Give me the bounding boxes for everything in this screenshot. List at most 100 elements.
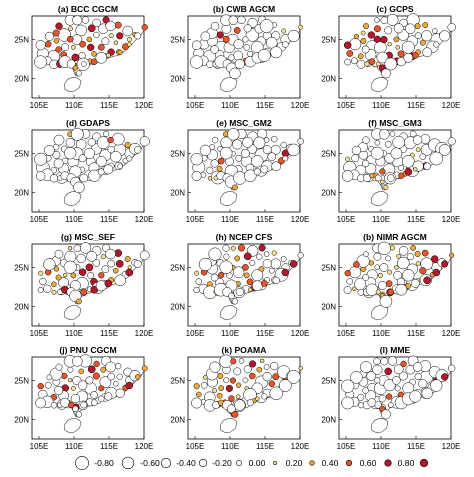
station-marker xyxy=(243,252,252,261)
panel-title: (h) NCEP CFS xyxy=(216,232,273,242)
station-marker xyxy=(231,410,239,418)
station-marker xyxy=(80,288,88,296)
station-marker xyxy=(242,136,254,148)
station-marker xyxy=(95,155,107,167)
x-tick-label: 110E xyxy=(372,101,390,110)
station-marker xyxy=(115,388,125,398)
station-marker xyxy=(448,364,456,372)
station-marker xyxy=(193,383,200,390)
station-marker xyxy=(360,37,367,44)
station-marker xyxy=(272,276,280,284)
station-marker xyxy=(233,39,244,50)
map-panel: (h) NCEP CFS 105E 110E 115E 120E 25N 20N xyxy=(170,232,309,338)
station-marker xyxy=(70,127,84,141)
station-marker xyxy=(60,397,70,408)
station-marker xyxy=(389,131,396,137)
station-marker xyxy=(206,166,214,174)
station-marker xyxy=(73,244,82,253)
y-tick-label: 25N xyxy=(14,376,29,385)
y-tick-label: 25N xyxy=(14,35,29,44)
station-marker xyxy=(115,259,124,268)
station-marker xyxy=(374,17,380,23)
station-marker xyxy=(195,278,203,285)
station-marker xyxy=(410,245,416,251)
station-marker xyxy=(248,287,253,292)
station-marker xyxy=(51,289,57,295)
station-marker xyxy=(98,395,105,402)
station-marker xyxy=(67,245,73,251)
station-marker xyxy=(86,250,98,262)
x-tick-label: 105E xyxy=(30,215,49,224)
station-marker xyxy=(66,35,74,43)
station-marker xyxy=(398,246,409,256)
station-marker xyxy=(53,158,64,169)
y-tick-label: 20N xyxy=(321,302,336,311)
station-marker xyxy=(267,152,277,161)
station-marker xyxy=(71,386,76,391)
hainan-island xyxy=(370,191,389,207)
station-marker xyxy=(217,157,225,165)
station-marker xyxy=(387,42,392,47)
x-tick-label: 115E xyxy=(100,329,118,338)
station-marker xyxy=(414,373,422,381)
station-marker xyxy=(104,279,113,288)
station-marker xyxy=(433,41,440,48)
station-marker xyxy=(361,159,370,168)
station-marker xyxy=(282,41,289,48)
station-marker xyxy=(91,51,97,57)
station-marker xyxy=(116,373,123,380)
station-marker xyxy=(341,396,354,410)
station-marker xyxy=(396,253,402,259)
station-marker xyxy=(241,149,250,158)
station-marker xyxy=(349,266,362,279)
y-tick-label: 20N xyxy=(14,415,29,424)
station-marker xyxy=(55,363,63,371)
station-marker xyxy=(345,156,351,162)
station-marker xyxy=(108,33,114,39)
y-tick-label: 25N xyxy=(170,35,185,44)
station-marker xyxy=(37,383,44,390)
x-tick-label: 115E xyxy=(100,101,118,110)
station-marker xyxy=(249,260,256,266)
x-tick-label: 105E xyxy=(186,215,205,224)
station-marker xyxy=(98,272,105,279)
station-marker xyxy=(253,136,266,149)
station-marker xyxy=(394,385,401,392)
station-marker xyxy=(44,40,52,48)
station-marker xyxy=(410,279,420,288)
station-marker xyxy=(203,375,208,380)
x-tick-label: 110E xyxy=(372,215,390,224)
station-marker xyxy=(350,57,358,65)
station-marker xyxy=(270,258,282,270)
station-marker xyxy=(93,360,100,368)
legend-marker xyxy=(198,458,208,468)
station-marker xyxy=(34,152,48,166)
station-marker xyxy=(429,151,444,166)
panel-title: (b) NIMR AGCM xyxy=(363,232,427,242)
hainan-island xyxy=(370,77,389,93)
station-marker xyxy=(343,286,352,294)
station-marker xyxy=(268,380,276,387)
station-marker xyxy=(441,260,449,268)
station-marker xyxy=(114,21,122,29)
station-marker xyxy=(395,45,400,50)
station-marker xyxy=(409,390,422,403)
station-marker xyxy=(242,36,249,43)
station-marker xyxy=(384,367,392,376)
station-marker xyxy=(372,364,383,375)
station-marker xyxy=(210,45,219,54)
x-tick-label: 110E xyxy=(65,215,83,224)
station-marker xyxy=(211,136,219,144)
station-marker xyxy=(412,362,423,372)
x-tick-label: 105E xyxy=(30,101,49,110)
station-marker xyxy=(351,145,362,156)
station-marker xyxy=(228,292,235,300)
station-marker xyxy=(343,41,352,49)
station-marker xyxy=(107,145,115,154)
station-marker xyxy=(72,65,79,71)
station-marker xyxy=(139,250,150,261)
station-marker xyxy=(394,265,399,270)
station-marker xyxy=(263,137,270,143)
hainan-island xyxy=(370,418,389,434)
